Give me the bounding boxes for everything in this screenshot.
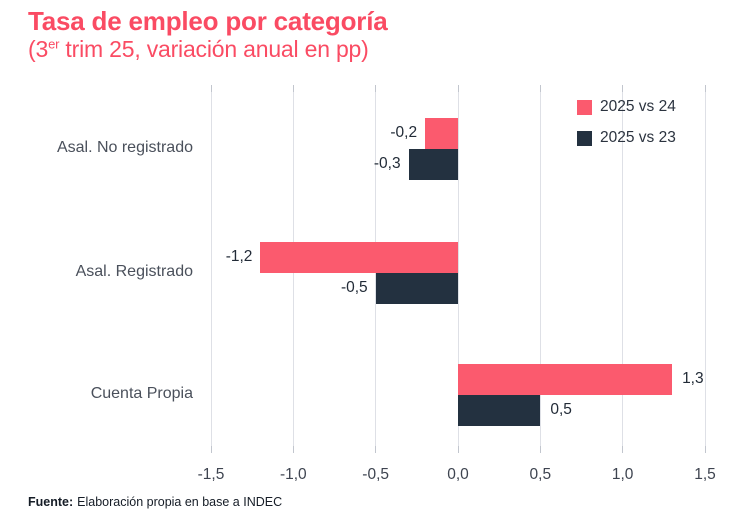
bar — [458, 395, 541, 426]
x-tick-label: 1,0 — [611, 466, 634, 483]
category-label: Cuenta Propia — [90, 385, 193, 402]
axis-tick-bottom — [622, 446, 624, 453]
gridline — [704, 89, 706, 453]
bar — [375, 273, 458, 304]
axis-tick-bottom — [375, 446, 377, 453]
x-tick-label: -1,5 — [197, 466, 225, 483]
subtitle-rest: trim 25, variación anual en pp) — [59, 36, 369, 62]
value-label: 0,5 — [550, 401, 572, 418]
value-label: -0,3 — [373, 155, 401, 172]
axis-tick-bottom — [539, 446, 541, 453]
axis-tick-bottom — [704, 446, 706, 453]
x-tick-label: 0,0 — [447, 466, 469, 483]
x-tick-label: 1,5 — [694, 466, 716, 483]
page-subtitle: (3er trim 25, variación anual en pp) — [28, 36, 369, 63]
axis-tick-bottom — [210, 446, 212, 453]
value-label: 1,3 — [682, 370, 704, 387]
source-label: Fuente: — [28, 495, 74, 509]
axis-tick-top — [375, 85, 377, 92]
legend-label: 2025 vs 23 — [600, 129, 676, 146]
legend-swatch-navy — [577, 130, 592, 146]
category-label: Asal. No registrado — [56, 139, 193, 156]
axis-tick-top — [539, 85, 541, 92]
gridline — [539, 89, 541, 453]
legend-item: 2025 vs 24 — [577, 96, 676, 118]
legend: 2025 vs 24 2025 vs 23 — [577, 96, 676, 158]
gridline — [210, 89, 212, 453]
x-tick-label: -0,5 — [362, 466, 390, 483]
bar — [458, 364, 673, 395]
legend-swatch-pink — [577, 99, 592, 115]
axis-tick-top — [704, 85, 706, 92]
page-title: Tasa de empleo por categoría — [28, 6, 388, 36]
axis-tick-bottom — [457, 446, 459, 453]
axis-tick-top — [292, 85, 294, 92]
legend-item: 2025 vs 23 — [577, 127, 676, 149]
value-label: -1,2 — [225, 248, 253, 265]
subtitle-superscript: er — [48, 36, 60, 52]
legend-label: 2025 vs 24 — [600, 98, 676, 115]
source-footer: Fuente: Elaboración propia en base a INDE… — [28, 495, 282, 509]
bar — [425, 118, 458, 149]
value-label: -0,5 — [340, 279, 368, 296]
bar — [260, 242, 458, 273]
gridline — [457, 89, 459, 453]
x-tick-label: -1,0 — [279, 466, 307, 483]
x-tick-label: 0,5 — [529, 466, 552, 483]
axis-tick-bottom — [292, 446, 294, 453]
subtitle-prefix: (3 — [28, 36, 49, 62]
source-text: Elaboración propia en base a INDEC — [77, 495, 283, 509]
value-label: -0,2 — [390, 124, 418, 141]
axis-tick-top — [210, 85, 212, 92]
axis-tick-top — [457, 85, 459, 92]
gridline — [622, 89, 624, 453]
axis-tick-top — [622, 85, 624, 92]
bar — [408, 149, 458, 180]
category-label: Asal. Registrado — [75, 263, 193, 280]
